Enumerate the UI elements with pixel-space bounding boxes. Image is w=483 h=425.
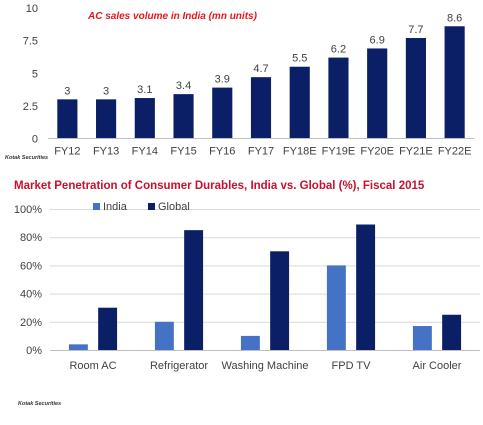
chart2-title: Market Penetration of Consumer Durables,… [14,180,425,192]
chart2-bar-global [270,251,290,350]
chart1-title: AC sales volume in India (mn units) [87,11,258,22]
chart2-bar-india [154,321,174,350]
legend-swatch-global [148,203,155,210]
chart1-x-tick: FY20E [360,146,394,158]
chart1-data-label: 4.7 [253,63,268,75]
chart1-data-label: 6.2 [331,44,346,56]
ac-sales-chart: AC sales volume in India (mn units) 0 2.5… [5,3,474,161]
chart1-y-tick: 5 [32,68,38,80]
chart1-x-tick: FY15 [170,146,196,158]
chart1-bar [173,94,194,139]
chart1-source: Kotak Securities [5,155,48,161]
chart2-x-tick: Refrigerator [150,360,208,372]
chart1-bar [134,98,155,139]
chart2-x-tick: Room AC [69,360,116,372]
chart2-source: Kotak Securities [18,401,61,407]
chart1-bar [444,26,465,139]
chart2-bar-global [442,314,462,350]
chart2-bar-global [356,224,376,350]
chart1-data-label: 3.1 [137,84,152,96]
chart1-x-tick: FY16 [209,146,235,158]
chart2-x-tick: Air Cooler [413,360,462,372]
chart1-data-label: 5.5 [292,53,307,65]
chart1-bar [405,38,426,139]
chart1-y-tick: 0 [32,134,38,146]
chart1-y-tick: 7.5 [23,36,38,48]
chart2-x-tick: Washing Machine [221,360,308,372]
chart2-y-tick: 60% [20,260,42,272]
chart2-bar-india [326,265,346,350]
chart1-data-label: 3.9 [215,74,230,86]
chart2-bar-india [240,335,260,350]
chart1-bar [250,77,272,139]
chart1-bar [57,99,78,139]
chart1-data-label: 7.7 [408,24,423,36]
chart1-x-tick: FY14 [132,146,158,158]
chart1-data-label: 3 [103,85,109,97]
chart1-x-tick: FY19E [322,146,356,158]
chart2-bar-global [98,307,118,350]
chart2-y-tick: 20% [20,317,42,329]
penetration-chart: Market Penetration of Consumer Durables,… [14,180,480,407]
legend-swatch-india [93,203,100,210]
chart1-x-tick: FY12 [54,146,80,158]
chart1-data-label: 3 [64,85,70,97]
chart2-y-tick: 80% [20,232,42,244]
legend-label-global: Global [158,201,190,213]
chart1-y-tick: 10 [26,3,38,15]
chart1-bar [367,48,388,139]
chart1-x-tick: FY22E [438,146,472,158]
chart1-y-tick: 2.5 [23,101,38,113]
chart1-bar [289,66,310,139]
chart1-bar [96,99,117,139]
chart1-x-tick: FY21E [399,146,433,158]
chart1-x-tick: FY18E [283,146,317,158]
chart1-x-tick: FY13 [93,146,119,158]
legend-label-india: India [103,201,128,213]
chart1-bar [328,57,349,139]
chart2-bar-india [68,344,88,350]
chart2-bar-global [184,230,204,350]
chart2-y-tick: 100% [14,204,42,216]
chart2-bar-india [412,326,432,350]
chart1-bar [212,87,233,139]
chart1-data-label: 8.6 [447,12,462,24]
chart2-y-tick: 0% [26,345,42,357]
chart1-x-tick: FY17 [248,146,274,158]
chart2-x-tick: FPD TV [332,360,372,372]
chart1-data-label: 6.9 [370,34,385,46]
chart1-data-label: 3.4 [176,80,191,92]
chart2-y-tick: 40% [20,289,42,301]
